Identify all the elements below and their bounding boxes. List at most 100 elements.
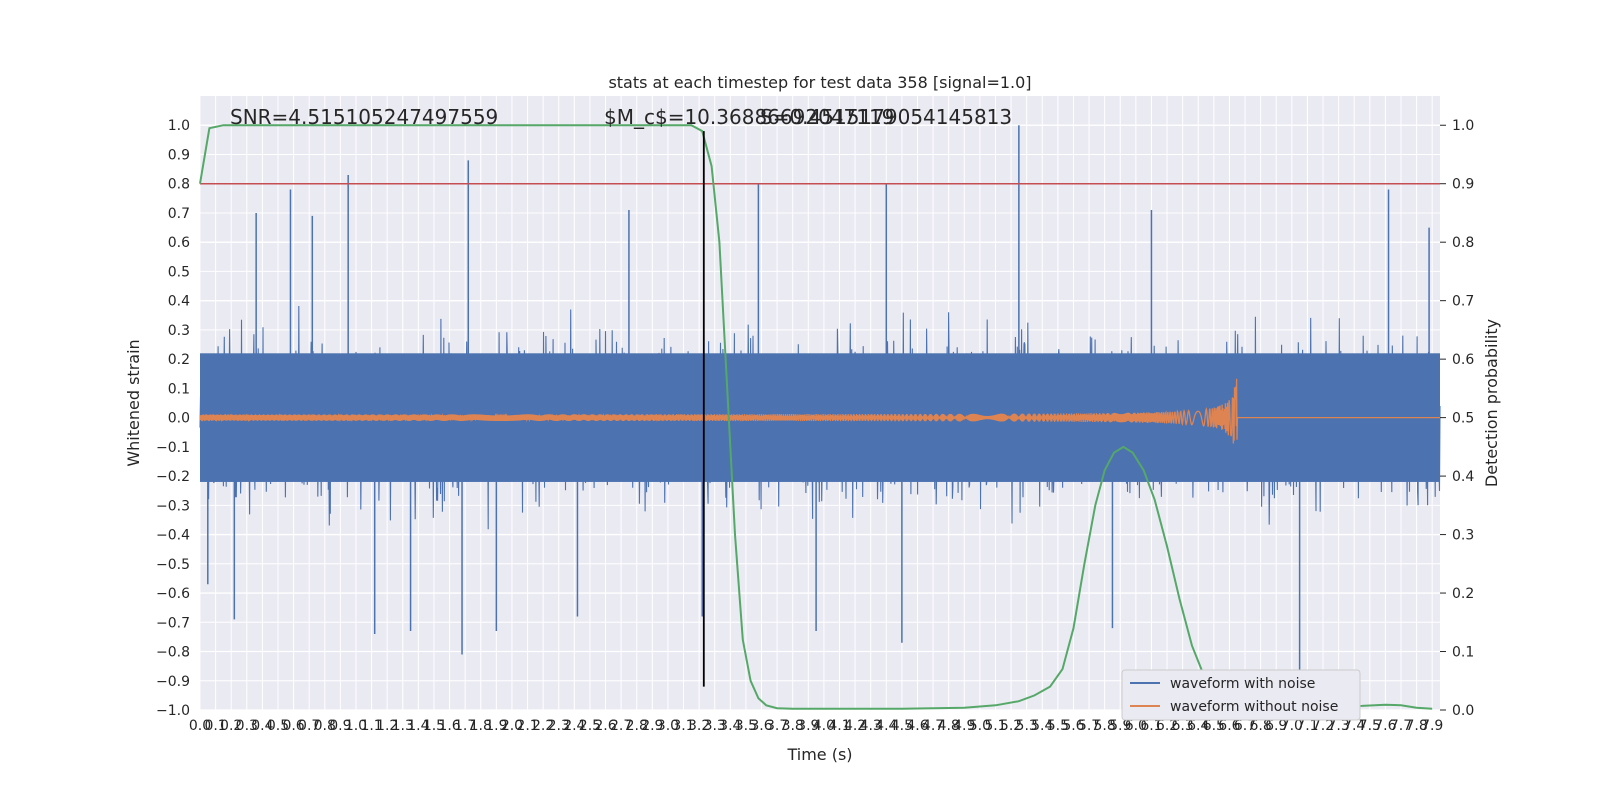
clean-waveform-line bbox=[199, 378, 1440, 444]
y-tick-label: −0.5 bbox=[156, 557, 190, 573]
x-tick-label: 1.7 bbox=[454, 718, 476, 734]
x-tick-label: 3.0 bbox=[657, 718, 679, 734]
x-tick-label: 7.7 bbox=[1390, 718, 1412, 734]
x-tick-label: 6.1 bbox=[1140, 718, 1162, 734]
x-tick-label: 5.4 bbox=[1031, 718, 1053, 734]
x-tick-label: 7.4 bbox=[1343, 718, 1365, 734]
x-tick-label: 7.2 bbox=[1312, 718, 1334, 734]
x-tick-label: 1.1 bbox=[360, 718, 382, 734]
x-tick-label: 7.6 bbox=[1374, 718, 1396, 734]
y-tick-label: 0.3 bbox=[168, 323, 190, 339]
y2-axis-label: Detection probability bbox=[1482, 319, 1501, 487]
y-tick-label: −0.1 bbox=[156, 440, 190, 456]
x-tick-label: 2.9 bbox=[641, 718, 663, 734]
x-tick-label: 0.1 bbox=[204, 718, 226, 734]
x-tick-label: 4.4 bbox=[875, 718, 897, 734]
legend-label-clean: waveform without noise bbox=[1170, 699, 1338, 715]
y2-tick-label: 0.8 bbox=[1452, 235, 1474, 251]
x-tick-label: 4.5 bbox=[891, 718, 913, 734]
y2-tick-label: 1.0 bbox=[1452, 118, 1474, 134]
x-tick-label: 5.2 bbox=[1000, 718, 1022, 734]
x-tick-label: 4.3 bbox=[860, 718, 882, 734]
x-tick-label: 0.9 bbox=[329, 718, 351, 734]
y-tick-label: −0.8 bbox=[156, 645, 190, 661]
y2-tick-label: 0.9 bbox=[1452, 177, 1474, 193]
x-tick-label: 4.6 bbox=[906, 718, 928, 734]
x-tick-label: 6.2 bbox=[1156, 718, 1178, 734]
x-tick-label: 7.9 bbox=[1421, 718, 1443, 734]
x-tick-label: 5.1 bbox=[984, 718, 1006, 734]
x-tick-label: 3.6 bbox=[750, 718, 772, 734]
legend-label-noise: waveform with noise bbox=[1170, 676, 1315, 692]
y2-tick-label: 0.1 bbox=[1452, 645, 1474, 661]
x-tick-label: 1.4 bbox=[407, 718, 429, 734]
x-tick-label: 5.8 bbox=[1094, 718, 1116, 734]
y-tick-label: 1.0 bbox=[168, 118, 190, 134]
x-tick-label: 1.0 bbox=[345, 718, 367, 734]
x-tick-label: 3.8 bbox=[782, 718, 804, 734]
x-tick-label: 0.7 bbox=[298, 718, 320, 734]
y-tick-label: 0.0 bbox=[168, 411, 190, 427]
y2-tick-label: 0.6 bbox=[1452, 352, 1474, 368]
y-tick-label: −0.2 bbox=[156, 469, 190, 485]
y-tick-label: 0.9 bbox=[168, 147, 190, 163]
x-tick-label: 6.7 bbox=[1234, 718, 1256, 734]
y-tick-label: 0.6 bbox=[168, 235, 190, 251]
y-tick-label: −1.0 bbox=[156, 703, 190, 719]
x-tick-label: 5.3 bbox=[1016, 718, 1038, 734]
x-tick-label: 7.5 bbox=[1359, 718, 1381, 734]
x-tick-label: 2.2 bbox=[532, 718, 554, 734]
mc-annotation: $M_c$=10.36886692047119 bbox=[604, 105, 894, 129]
y2-tick-label: 0.5 bbox=[1452, 411, 1474, 427]
x-tick-label: 0.2 bbox=[220, 718, 242, 734]
x-tick-label: 6.8 bbox=[1249, 718, 1271, 734]
x-tick-label: 1.3 bbox=[392, 718, 414, 734]
x-tick-label: 0.6 bbox=[282, 718, 304, 734]
x-tick-label: 5.5 bbox=[1047, 718, 1069, 734]
x-tick-label: 5.7 bbox=[1078, 718, 1100, 734]
x-tick-label: 2.5 bbox=[579, 718, 601, 734]
x-tick-label: 2.1 bbox=[516, 718, 538, 734]
x-tick-label: 1.8 bbox=[470, 718, 492, 734]
x-tick-label: 6.9 bbox=[1265, 718, 1287, 734]
snr-annotation: SNR=4.515105247497559 bbox=[230, 105, 498, 129]
x-tick-label: 2.8 bbox=[626, 718, 648, 734]
x-tick-label: 4.8 bbox=[938, 718, 960, 734]
x-tick-label: 4.7 bbox=[922, 718, 944, 734]
legend: waveform with noise waveform without noi… bbox=[1121, 669, 1361, 721]
x-tick-label: 4.9 bbox=[953, 718, 975, 734]
x-tick-label: 6.6 bbox=[1218, 718, 1240, 734]
legend-box bbox=[1121, 669, 1361, 721]
y2-tick-label: 0.2 bbox=[1452, 586, 1474, 602]
x-tick-label: 4.1 bbox=[828, 718, 850, 734]
x-tick-label: 2.3 bbox=[548, 718, 570, 734]
x-tick-label: 4.0 bbox=[813, 718, 835, 734]
x-axis-label: Time (s) bbox=[786, 745, 852, 764]
y-tick-label: −0.7 bbox=[156, 615, 190, 631]
x-tick-label: 3.9 bbox=[797, 718, 819, 734]
x-tick-label: 0.5 bbox=[267, 718, 289, 734]
y-tick-label: −0.3 bbox=[156, 498, 190, 514]
x-tick-label: 5.6 bbox=[1062, 718, 1084, 734]
x-tick-label: 2.4 bbox=[563, 718, 585, 734]
x-tick-label: 0.4 bbox=[251, 718, 273, 734]
x-tick-label: 1.9 bbox=[485, 718, 507, 734]
x-tick-label: 1.5 bbox=[423, 718, 445, 734]
y-tick-label: −0.6 bbox=[156, 586, 190, 602]
y2-tick-label: 0.0 bbox=[1452, 703, 1474, 719]
y-tick-label: 0.1 bbox=[168, 381, 190, 397]
x-tick-label: 5.0 bbox=[969, 718, 991, 734]
x-tick-label: 1.2 bbox=[376, 718, 398, 734]
x-tick-label: 6.0 bbox=[1125, 718, 1147, 734]
y-tick-label: 0.4 bbox=[168, 294, 190, 310]
x-tick-label: 0.8 bbox=[314, 718, 336, 734]
x-tick-label: 0.3 bbox=[236, 718, 258, 734]
y2-tick-label: 0.3 bbox=[1452, 528, 1474, 544]
y-tick-label: 0.2 bbox=[168, 352, 190, 368]
x-tick-label: 6.4 bbox=[1187, 718, 1209, 734]
y2-tick-label: 0.4 bbox=[1452, 469, 1474, 485]
x-tick-label: 0.0 bbox=[189, 718, 211, 734]
x-tick-label: 1.6 bbox=[438, 718, 460, 734]
y-tick-label: −0.9 bbox=[156, 674, 190, 690]
